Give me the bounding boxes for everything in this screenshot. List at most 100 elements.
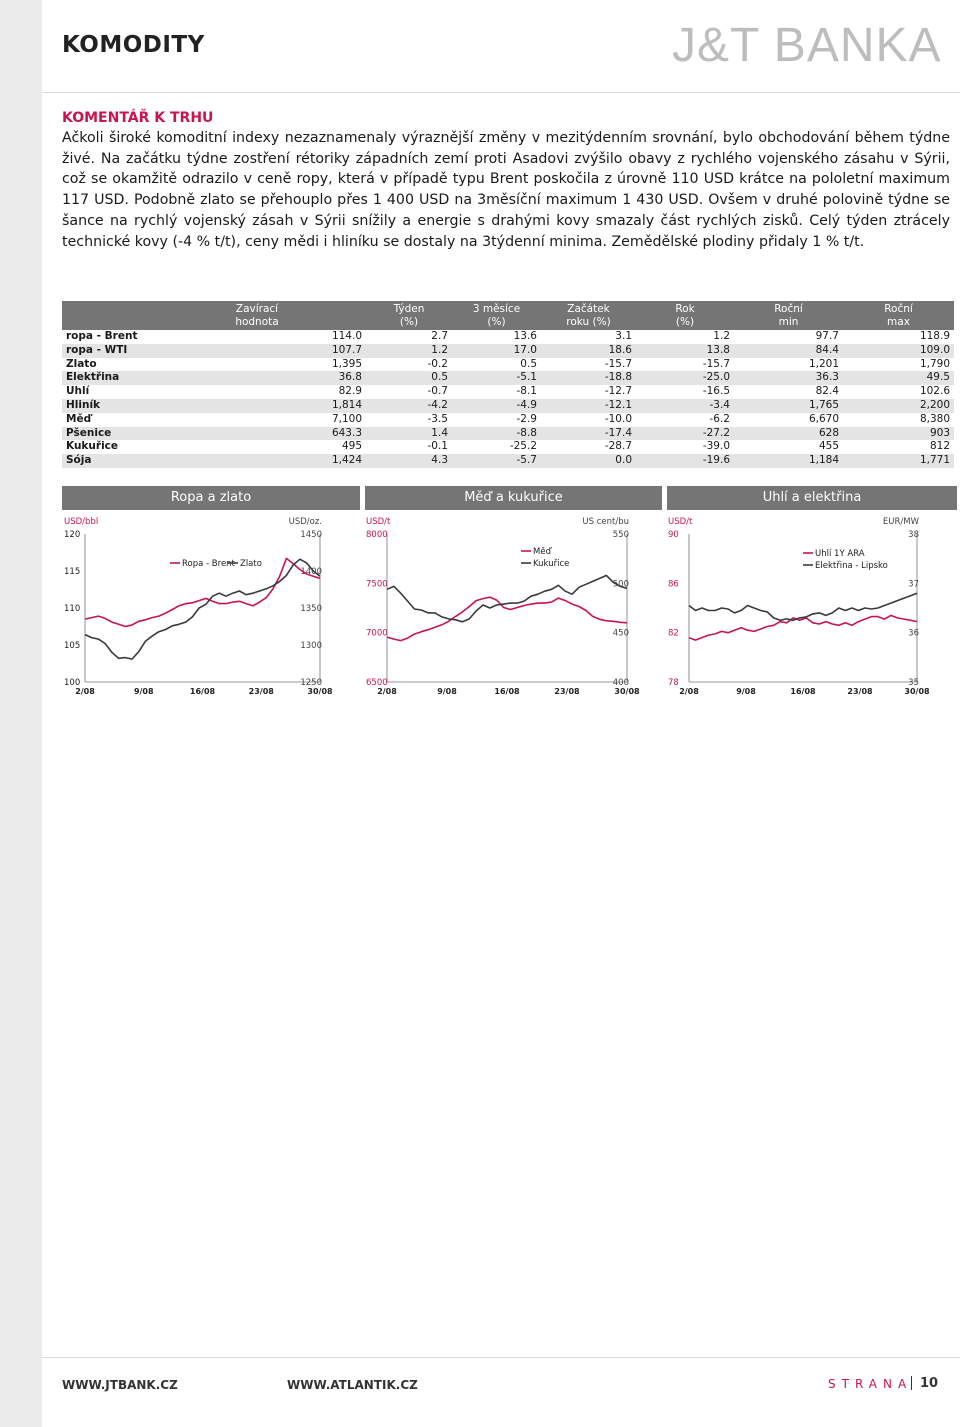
table-cell: 13.6 bbox=[513, 330, 537, 342]
table-body: ropa - Brent 114.0 2.7 13.6 3.1 1.2 97.7 118.9 r… bbox=[62, 330, 954, 468]
table-cell: 1.4 bbox=[366, 426, 452, 441]
commodity-name: Kukuřice bbox=[66, 440, 119, 453]
page-label: STRANA bbox=[828, 1377, 913, 1391]
table-cell: 1,184 bbox=[734, 454, 843, 468]
x-tick-label: 9/08 bbox=[736, 687, 756, 696]
table-cell: 0.5 bbox=[520, 357, 537, 370]
page-header: KOMODITY J&T BANKA bbox=[42, 0, 960, 92]
table-cell: -10.0 bbox=[604, 412, 632, 425]
table-cell: 1,201 bbox=[808, 357, 839, 370]
table-cell: -15.7 bbox=[702, 357, 730, 370]
table-header-line1: Roční bbox=[884, 302, 913, 315]
table-header-cell: Rok (%) bbox=[636, 301, 734, 330]
table-cell: -27.2 bbox=[636, 426, 734, 441]
table-cell: -2.9 bbox=[516, 412, 538, 425]
table-header-line2: (%) bbox=[487, 315, 506, 328]
table-cell: 2.7 bbox=[431, 330, 448, 342]
commodity-name: Elektřina bbox=[62, 371, 148, 386]
table-row: Uhlí 82.9 -0.7 -8.1 -12.7 -16.5 82.4 102.6 bbox=[62, 385, 954, 399]
x-tick-label: 9/08 bbox=[134, 687, 154, 696]
x-tick-label: 23/08 bbox=[554, 687, 580, 696]
footer-link-jtbank[interactable]: WWW.JTBANK.CZ bbox=[62, 1378, 178, 1392]
table-cell: 97.7 bbox=[815, 330, 839, 342]
series-line-1 bbox=[84, 558, 321, 660]
table-cell: -25.0 bbox=[636, 371, 734, 386]
table-header-line2: (%) bbox=[399, 315, 419, 328]
table-header-cell: 3 měsíce (%) bbox=[452, 301, 541, 330]
table-header-line1: Zavírací bbox=[235, 302, 279, 315]
table-cell: -5.7 bbox=[452, 454, 541, 468]
table-cell: 1,790 bbox=[919, 357, 950, 370]
right-axis-unit: USD/oz. bbox=[289, 517, 322, 527]
page-number: 10 bbox=[920, 1376, 939, 1391]
left-tick-label: 8000 bbox=[366, 530, 388, 540]
table-cell: 903 bbox=[843, 426, 954, 441]
table-cell: 2,200 bbox=[843, 398, 954, 413]
commodity-name: ropa - WTI bbox=[62, 343, 148, 358]
table-header-line2: max bbox=[887, 315, 910, 328]
footer-link-atlantik[interactable]: WWW.ATLANTIK.CZ bbox=[287, 1378, 418, 1392]
table-cell: -0.7 bbox=[427, 385, 449, 398]
legend-label: Ropa - Brent bbox=[182, 559, 236, 569]
header-divider bbox=[42, 92, 960, 93]
left-tick-label: 115 bbox=[64, 567, 80, 577]
chart-title-copper-corn: Měď a kukuřice bbox=[365, 486, 662, 510]
x-tick-label: 16/08 bbox=[790, 687, 816, 696]
left-tick-label: 110 bbox=[64, 604, 80, 614]
series-line-0 bbox=[84, 557, 321, 628]
table-cell: -15.7 bbox=[604, 357, 632, 370]
commodities-table: Zavírací hodnota Týden (%) 3 měsíce (%) Začáte… bbox=[62, 301, 954, 468]
chart-title-oil-gold: Ropa a zlato bbox=[62, 486, 360, 510]
commodity-name: Pšenice bbox=[62, 426, 148, 441]
table-cell: -4.2 bbox=[366, 398, 452, 413]
legend-label: Kukuřice bbox=[533, 559, 569, 569]
table-cell: 82.9 bbox=[338, 385, 362, 398]
legend-label: Uhlí 1Y ARA bbox=[815, 549, 865, 559]
table-cell: 36.8 bbox=[148, 371, 366, 386]
table-cell: -8.1 bbox=[516, 385, 538, 398]
series-line-1 bbox=[386, 574, 628, 623]
x-tick-label: 2/08 bbox=[679, 687, 699, 696]
table-cell: 36.3 bbox=[734, 371, 843, 386]
chart-title-coal-power: Uhlí a elektřina bbox=[667, 486, 957, 510]
right-tick-label: 550 bbox=[613, 530, 629, 540]
table-header-line2: (%) bbox=[675, 315, 695, 328]
table-header-line2: hodnota bbox=[235, 315, 279, 328]
x-tick-label: 2/08 bbox=[377, 687, 397, 696]
table-cell: 8,380 bbox=[919, 412, 950, 425]
left-tick-label: 82 bbox=[668, 629, 679, 639]
right-tick-label: 400 bbox=[613, 678, 629, 688]
page-title: KOMODITY bbox=[62, 32, 205, 58]
table-header-cell: Začátek roku (%) bbox=[541, 301, 636, 330]
page-number-divider bbox=[911, 1376, 912, 1390]
table-cell: 114.0 bbox=[331, 330, 362, 342]
legend-label: Zlato bbox=[240, 559, 262, 569]
table-cell: 118.9 bbox=[919, 330, 950, 342]
right-tick-label: 500 bbox=[613, 579, 629, 589]
table-row: Pšenice 643.3 1.4 -8.8 -17.4 -27.2 628 903 bbox=[62, 426, 954, 441]
table-cell: -4.9 bbox=[452, 398, 541, 413]
table-row: Kukuřice 495 -0.1 -25.2 -28.7 -39.0 455 812 bbox=[62, 440, 954, 454]
series-line-1 bbox=[688, 592, 918, 622]
right-tick-label: 1400 bbox=[300, 567, 322, 577]
right-tick-label: 36 bbox=[908, 629, 919, 639]
table-cell: 84.4 bbox=[734, 343, 843, 358]
commodity-name: Měď bbox=[66, 412, 92, 425]
left-axis-unit: USD/t bbox=[366, 517, 391, 527]
table-header-row: Zavírací hodnota Týden (%) 3 měsíce (%) Začáte… bbox=[62, 301, 954, 330]
table-header-line1: Rok bbox=[675, 302, 695, 315]
left-tick-label: 120 bbox=[64, 530, 80, 540]
table-cell: -3.5 bbox=[427, 412, 449, 425]
legend-label: Měď bbox=[533, 547, 553, 557]
table-cell: -12.1 bbox=[541, 398, 636, 413]
right-axis-unit: US cent/bu bbox=[582, 517, 629, 527]
table-cell: 812 bbox=[929, 440, 950, 453]
table-cell: 107.7 bbox=[148, 343, 366, 358]
table-header-cell: Zavírací hodnota bbox=[148, 301, 366, 330]
series-line-0 bbox=[688, 614, 918, 641]
table-cell: 0.0 bbox=[541, 454, 636, 468]
chart-coal-power: USD/t EUR/MW 90 86 82 78 38 37 36 35 2/08 9/08 16/08… bbox=[668, 517, 930, 696]
table-cell: 628 bbox=[734, 426, 843, 441]
table-cell: 455 bbox=[818, 440, 839, 453]
x-tick-label: 30/08 bbox=[614, 687, 640, 696]
